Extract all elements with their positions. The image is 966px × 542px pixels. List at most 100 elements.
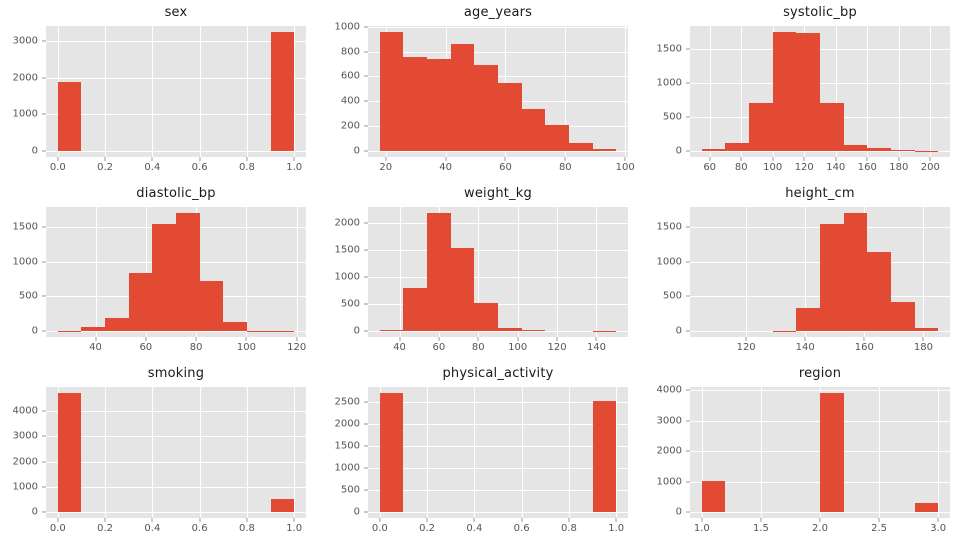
- y-tick-mark: [42, 150, 46, 152]
- histogram-bar: [749, 102, 773, 151]
- x-gridline: [296, 206, 298, 338]
- x-tick-mark: [804, 337, 806, 342]
- y-tick-label: 2000: [12, 456, 38, 467]
- x-gridline: [596, 206, 598, 338]
- histogram-bar: [820, 224, 844, 332]
- y-tick-label: 1000: [334, 21, 360, 33]
- histogram-bar: [914, 502, 939, 513]
- x-tick-label: 120: [794, 161, 814, 173]
- x-tick-label: 140: [795, 342, 815, 354]
- histogram-subplot: region 1.0 1.5 2.0 2.5 3.0 0 1000 2000 3000 4000: [644, 361, 966, 542]
- x-gridline: [521, 387, 523, 518]
- histogram-bar: [701, 481, 726, 513]
- x-tick-label: 0.2: [419, 523, 436, 534]
- x-gridline: [199, 387, 201, 518]
- y-tick-label: 2000: [656, 445, 682, 457]
- y-tick-label: 1500: [334, 244, 360, 256]
- x-tick-mark: [199, 518, 201, 522]
- x-tick-label: 120: [547, 342, 567, 354]
- x-tick-label: 0.2: [97, 161, 114, 173]
- y-tick-label: 4000: [12, 405, 38, 417]
- histogram-subplot: physical_activity 0.0 0.2 0.4 0.6 0.8 1.0 0 500…: [322, 361, 644, 542]
- histogram-bar: [796, 308, 820, 332]
- plot-area: 0.0 0.2 0.4 0.6 0.8 1.0 0 1000 2000 3000: [13, 26, 306, 173]
- x-tick-mark: [898, 156, 900, 161]
- x-tick-label: 40: [89, 342, 102, 354]
- histogram-bar: [890, 149, 915, 151]
- histogram-bar: [568, 143, 593, 151]
- y-tick-label: 0: [675, 325, 682, 337]
- y-gridline: [690, 83, 950, 85]
- x-tick-mark: [595, 337, 597, 342]
- x-tick-mark: [57, 156, 59, 161]
- plot-area: 40 60 80 100 120 140 0 500 1000 1500 2000: [335, 206, 628, 353]
- y-tick-mark: [42, 511, 46, 513]
- x-tick-label: 1.0: [693, 523, 710, 534]
- x-tick-label: 100: [763, 161, 783, 173]
- y-tick-mark: [42, 330, 46, 332]
- x-tick-mark: [819, 518, 821, 522]
- y-gridline: [368, 26, 628, 28]
- x-gridline: [246, 387, 248, 518]
- y-gridline: [368, 250, 628, 252]
- x-tick-mark: [426, 518, 428, 522]
- y-tick-label: 0: [31, 145, 38, 157]
- x-tick-label: 80: [189, 342, 203, 354]
- y-tick-label: 1000: [656, 77, 682, 89]
- x-gridline: [565, 26, 567, 157]
- y-tick-mark: [42, 435, 46, 437]
- histogram-bar: [914, 327, 939, 332]
- y-gridline: [46, 436, 306, 438]
- x-tick-mark: [57, 518, 59, 522]
- y-gridline: [368, 512, 628, 514]
- x-tick-label: 1.0: [608, 523, 625, 534]
- x-tick-mark: [624, 156, 626, 161]
- histogram-bar: [820, 393, 844, 513]
- x-tick-mark: [615, 518, 617, 522]
- x-tick-mark: [504, 156, 506, 161]
- x-tick-label: 20: [379, 161, 393, 173]
- x-tick-mark: [151, 156, 153, 161]
- x-tick-mark: [399, 337, 400, 342]
- x-gridline: [105, 387, 107, 518]
- y-tick-mark: [364, 489, 368, 491]
- y-gridline: [368, 277, 628, 279]
- histogram-bar: [701, 149, 726, 151]
- y-tick-label: 1000: [334, 462, 360, 474]
- subplot-title: systolic_bp: [783, 5, 857, 20]
- x-gridline: [517, 206, 519, 338]
- x-gridline: [938, 387, 940, 518]
- y-tick-label: 1000: [334, 271, 360, 283]
- x-gridline: [152, 387, 154, 518]
- x-tick-mark: [866, 156, 868, 161]
- y-tick-mark: [364, 249, 368, 251]
- y-gridline: [46, 77, 306, 79]
- y-tick-label: 1500: [12, 221, 38, 233]
- y-tick-mark: [364, 150, 368, 152]
- histogram-bar: [867, 148, 891, 151]
- x-tick-mark: [438, 337, 440, 342]
- y-tick-mark: [364, 125, 368, 127]
- y-tick-mark: [42, 410, 46, 412]
- x-tick-label: 160: [854, 342, 874, 354]
- x-tick-label: 80: [734, 161, 748, 173]
- y-tick-label: 1000: [12, 108, 38, 120]
- y-tick-mark: [364, 75, 368, 77]
- x-tick-mark: [246, 156, 248, 161]
- plot-area: 0.0 0.2 0.4 0.6 0.8 1.0 0 1000 2000 3000 4000: [13, 387, 306, 534]
- y-tick-label: 1000: [656, 476, 682, 488]
- histogram-bar: [843, 144, 868, 151]
- y-tick-label: 3000: [12, 430, 38, 442]
- y-tick-label: 1000: [12, 256, 38, 267]
- histogram-bar: [772, 31, 797, 151]
- histogram-bar: [379, 31, 404, 151]
- plot-area: 20 40 60 80 100 0 200 400 600 800 1000: [335, 21, 635, 172]
- x-tick-label: 0.8: [560, 523, 577, 534]
- y-tick-mark: [686, 389, 690, 391]
- x-tick-label: 60: [432, 342, 446, 354]
- y-tick-label: 1500: [334, 440, 360, 452]
- x-tick-label: 140: [826, 161, 846, 173]
- y-gridline: [368, 424, 628, 426]
- x-tick-mark: [772, 156, 774, 161]
- x-gridline: [930, 26, 932, 157]
